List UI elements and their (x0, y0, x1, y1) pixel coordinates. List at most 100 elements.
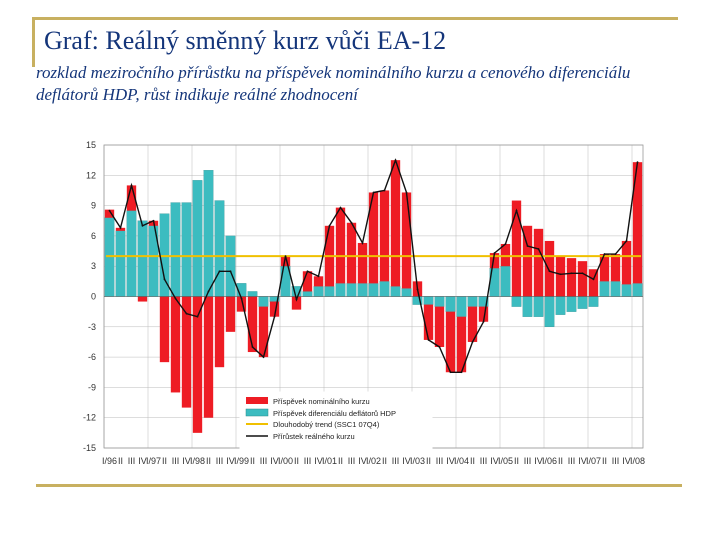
bar-deflator (115, 230, 126, 297)
bar-nominal (423, 304, 434, 340)
real-rate-point (493, 252, 496, 254)
bar-deflator (247, 291, 258, 297)
bar-nominal (544, 240, 555, 297)
bar-nominal (511, 200, 522, 297)
x-tick-label: IV (622, 456, 631, 466)
bar-nominal (346, 222, 357, 284)
bar-nominal (137, 296, 148, 302)
x-tick-label: I/02 (366, 456, 381, 466)
real-rate-point (526, 245, 529, 247)
bar-nominal (588, 269, 599, 297)
bar-deflator (302, 291, 313, 297)
bar-deflator (533, 296, 544, 317)
x-tick-label: II (118, 456, 123, 466)
bar-nominal (214, 296, 225, 368)
real-rate-point (383, 189, 386, 192)
bar-nominal (357, 242, 368, 284)
bar-nominal (456, 316, 467, 373)
bar-nominal (401, 192, 412, 289)
x-tick-label: II (338, 456, 343, 466)
real-rate-point (603, 253, 606, 255)
x-tick-label: I/99 (234, 456, 249, 466)
bar-nominal (390, 160, 401, 287)
bar-deflator (258, 296, 269, 307)
bar-nominal (225, 296, 236, 332)
x-tick-label: II (294, 456, 299, 466)
bar-deflator (126, 210, 137, 297)
x-tick-label: I/03 (410, 456, 425, 466)
real-rate-point (372, 191, 375, 194)
real-rate-point (570, 272, 573, 275)
y-tick-label: -12 (83, 413, 96, 423)
bar-nominal (104, 209, 115, 218)
bar-nominal (434, 306, 445, 347)
bar-nominal (533, 228, 544, 297)
real-rate-point (317, 275, 320, 278)
bar-deflator (445, 296, 456, 312)
x-tick-label: III (128, 456, 136, 466)
real-rate-point (251, 346, 254, 348)
bar-nominal (170, 296, 181, 393)
real-rate-point (262, 356, 265, 358)
legend: Příspěvek nominálního kurzu Příspěvek di… (239, 391, 433, 449)
slide-subtitle: rozklad meziročního přírůstku na příspěv… (36, 63, 631, 104)
bar-nominal (335, 207, 346, 284)
real-rate-point (273, 315, 276, 318)
real-rate-point (559, 273, 562, 276)
real-rate-point (460, 371, 463, 374)
bar-nominal (577, 261, 588, 297)
real-rate-point (350, 221, 353, 224)
legend-label-deflator: Příspěvek diferenciálu deflátorů HDP (273, 409, 396, 418)
bar-deflator (566, 296, 577, 312)
y-tick-label: 6 (91, 231, 96, 241)
bar-nominal (247, 296, 258, 353)
bar-deflator (610, 281, 621, 297)
x-tick-label: II (382, 456, 387, 466)
bar-deflator (335, 283, 346, 297)
bar-deflator (368, 283, 379, 297)
x-tick-label: I/00 (278, 456, 293, 466)
line-layer (104, 158, 643, 374)
real-rate-point (515, 209, 518, 212)
x-tick-label: I/07 (586, 456, 601, 466)
bar-deflator (137, 220, 148, 297)
bar-nominal (566, 258, 577, 297)
bar-nominal (368, 192, 379, 284)
x-tick-label: IV (534, 456, 543, 466)
real-rate-point (108, 209, 111, 212)
bar-nominal (555, 256, 566, 297)
x-tick-label: IV (446, 456, 455, 466)
top-rule (32, 17, 678, 20)
x-tick-label: III (480, 456, 488, 466)
x-tick-label: III (260, 456, 268, 466)
x-tick-label: I/01 (322, 456, 337, 466)
bar-deflator (313, 286, 324, 297)
real-rate-point (592, 278, 595, 281)
bar-deflator (456, 296, 467, 317)
x-tick-label: II (250, 456, 255, 466)
x-tick-label: IV (138, 456, 147, 466)
real-rate-point (394, 159, 397, 162)
x-tick-label: IV (314, 456, 323, 466)
bar-deflator (588, 296, 599, 307)
bar-deflator (577, 296, 588, 309)
legend-swatch-nominal (246, 397, 268, 404)
legend-label-real: Přírůstek reálného kurzu (273, 432, 355, 441)
y-tick-label: -15 (83, 443, 96, 453)
bar-nominal (489, 253, 500, 269)
real-rate-point (130, 184, 133, 187)
real-rate-point (449, 371, 452, 374)
real-rate-point (405, 191, 408, 194)
x-tick-label: III (304, 456, 312, 466)
x-tick-label: II (470, 456, 475, 466)
bar-deflator (621, 284, 632, 297)
y-tick-label: 9 (91, 201, 96, 211)
real-rate-point (581, 272, 584, 275)
bar-nominal (599, 254, 610, 282)
bar-nominal (291, 296, 302, 310)
x-tick-label: III (392, 456, 400, 466)
bar-deflator (192, 180, 203, 297)
x-tick-label: IV (270, 456, 279, 466)
bar-nominal (159, 296, 170, 363)
